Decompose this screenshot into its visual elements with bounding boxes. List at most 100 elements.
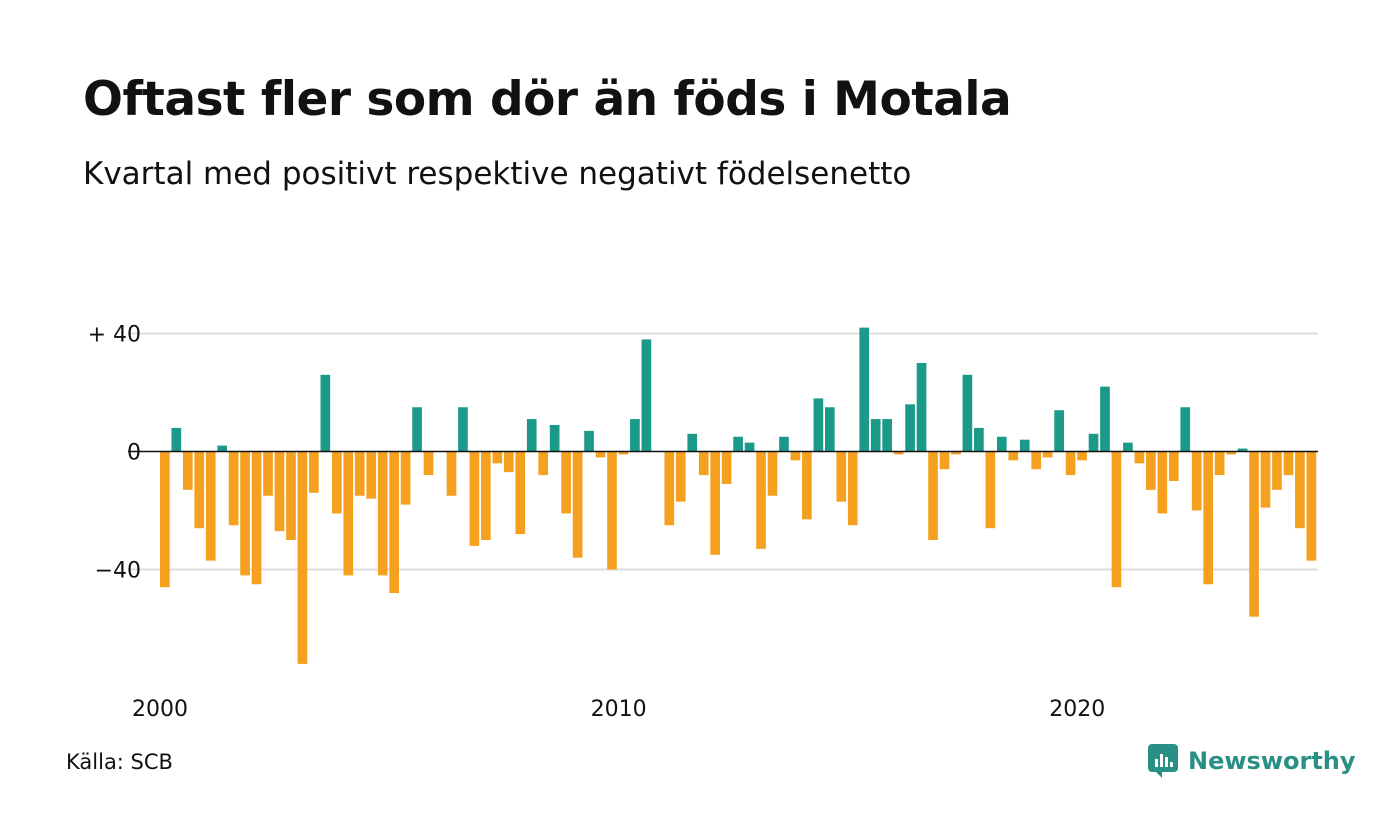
bar xyxy=(331,451,342,514)
bar xyxy=(423,451,434,476)
bar xyxy=(1214,451,1225,476)
bar xyxy=(916,363,927,452)
bar xyxy=(194,451,205,529)
bar xyxy=(824,407,835,452)
bar xyxy=(882,419,892,452)
bar xyxy=(893,451,904,455)
bar xyxy=(492,451,503,464)
bar xyxy=(1272,451,1282,490)
bar xyxy=(561,451,571,514)
bar xyxy=(1146,451,1156,490)
bar xyxy=(698,451,709,476)
chart-subtitle: Kvartal med positivt respektive negativt… xyxy=(83,156,912,192)
bar xyxy=(790,451,801,461)
y-tick-label: 0 xyxy=(127,441,141,466)
bar xyxy=(1100,386,1110,452)
bar xyxy=(377,451,388,576)
bar xyxy=(905,404,915,452)
x-axis-labels: 2000 2010 2020 xyxy=(132,697,1105,722)
chart-title: Oftast fler som dör än föds i Motala xyxy=(83,72,1012,127)
bar xyxy=(928,451,938,540)
bar xyxy=(710,451,721,555)
bar xyxy=(320,374,331,452)
bar xyxy=(1088,433,1099,452)
bar xyxy=(366,451,377,499)
bar xyxy=(1031,451,1042,470)
y-tick-label: + 40 xyxy=(88,323,141,348)
bar xyxy=(962,374,973,452)
bar xyxy=(343,451,354,576)
bar xyxy=(1054,410,1064,452)
bar xyxy=(412,407,422,452)
bar xyxy=(802,451,812,520)
bar xyxy=(309,451,319,493)
bar xyxy=(1226,451,1236,455)
bar xyxy=(1237,448,1248,452)
bar xyxy=(469,451,480,546)
bar xyxy=(446,451,457,496)
bar xyxy=(1008,451,1019,461)
bar xyxy=(503,451,514,473)
bar xyxy=(1180,407,1191,452)
bar xyxy=(217,445,227,452)
bar xyxy=(1042,451,1053,458)
source-label: Källa: SCB xyxy=(66,750,173,774)
bar xyxy=(240,451,250,576)
bar xyxy=(572,451,583,558)
bar xyxy=(160,451,170,588)
bar xyxy=(1203,451,1214,585)
newsworthy-logo: Newsworthy xyxy=(1148,744,1356,778)
bar xyxy=(538,451,549,476)
bar xyxy=(847,451,858,526)
bar xyxy=(721,451,732,484)
bar xyxy=(1123,442,1133,452)
bar xyxy=(767,451,778,496)
bar xyxy=(286,451,296,540)
bar xyxy=(1077,451,1087,461)
bar xyxy=(228,451,239,526)
bar xyxy=(779,436,789,452)
bar xyxy=(733,436,743,452)
bar xyxy=(1295,451,1305,529)
bar xyxy=(985,451,996,529)
bar xyxy=(1111,451,1122,588)
bars xyxy=(160,327,1317,664)
bar xyxy=(400,451,411,505)
bar xyxy=(756,451,766,549)
bar xyxy=(1283,451,1294,476)
x-tick-label: 2020 xyxy=(1049,697,1105,722)
bar xyxy=(205,451,216,561)
x-tick-label: 2000 xyxy=(132,697,188,722)
bar xyxy=(171,427,182,452)
bar xyxy=(251,451,262,585)
bar xyxy=(1134,451,1145,464)
bar xyxy=(870,419,881,452)
bar xyxy=(618,451,629,455)
bar xyxy=(813,398,824,452)
newsworthy-logo-icon xyxy=(1148,744,1178,778)
bar xyxy=(1260,451,1271,508)
bar xyxy=(274,451,285,532)
bar xyxy=(595,451,606,458)
bar xyxy=(630,419,640,452)
bar xyxy=(664,451,675,526)
bar xyxy=(1249,451,1259,617)
bar xyxy=(1168,451,1179,481)
bar xyxy=(1306,451,1317,561)
bar xyxy=(939,451,950,470)
bar xyxy=(744,442,755,452)
bar xyxy=(584,430,594,452)
bar xyxy=(297,451,308,664)
bar xyxy=(607,451,617,570)
bar xyxy=(836,451,847,502)
bar xyxy=(458,407,468,452)
y-axis-labels: + 40 0 −40 xyxy=(88,323,141,584)
bar xyxy=(389,451,399,594)
bar xyxy=(515,451,526,535)
bar xyxy=(1019,439,1030,452)
x-tick-label: 2010 xyxy=(591,697,647,722)
y-tick-label: −40 xyxy=(95,559,141,584)
bar xyxy=(641,339,652,452)
bar xyxy=(996,436,1007,452)
